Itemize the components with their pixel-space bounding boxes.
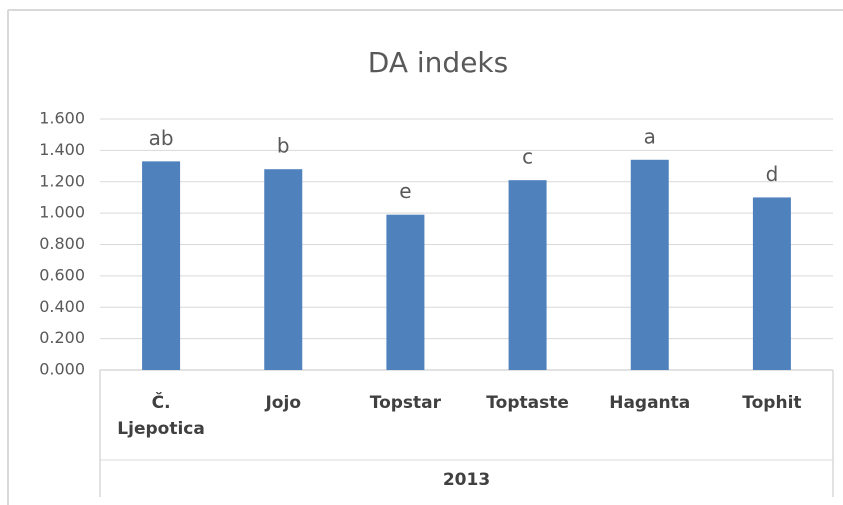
bar-annotation: a (644, 124, 656, 148)
y-tick-label: 0.000 (39, 360, 85, 379)
x-tick-label: Topstar (369, 393, 442, 413)
x-tick-label: Č. Ljepotica (117, 393, 205, 439)
bar-annotation: e (399, 179, 411, 203)
chart-title: DA indeks (368, 46, 508, 79)
bar (386, 214, 425, 370)
x-tick-label: Tophit (742, 393, 802, 413)
bar-annotation: c (522, 145, 533, 169)
y-tick-label: 0.800 (39, 234, 85, 253)
y-tick-label: 0.600 (39, 265, 85, 284)
bar (264, 169, 303, 370)
y-tick-label: 1.200 (39, 171, 85, 190)
y-tick-label: 1.000 (39, 203, 85, 222)
y-tick-label: 1.600 (39, 109, 85, 128)
group-label: 2013 (442, 470, 491, 490)
bar-annotation: d (766, 162, 779, 186)
y-tick-label: 0.400 (39, 297, 85, 316)
bar (142, 161, 181, 370)
x-tick-label: Toptaste (486, 393, 569, 413)
bar (508, 180, 547, 370)
y-tick-label: 0.200 (39, 328, 85, 347)
bar (630, 159, 669, 370)
x-tick-label: Haganta (609, 393, 691, 413)
y-tick-label: 1.400 (39, 140, 85, 159)
bar (752, 197, 791, 370)
x-tick-label: Jojo (265, 393, 301, 413)
bar-annotation: b (277, 134, 290, 158)
bar-annotation: ab (149, 126, 174, 150)
